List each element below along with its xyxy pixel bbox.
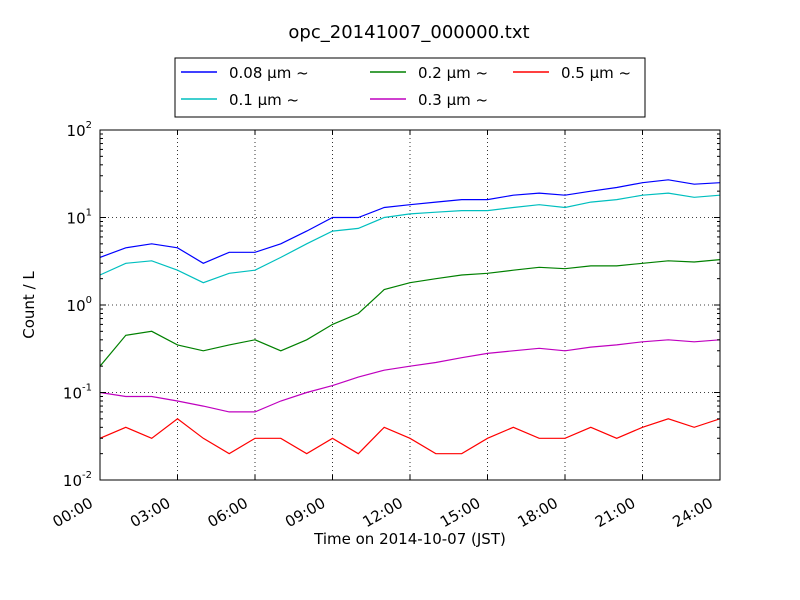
x-tick-label: 24:00 (670, 494, 716, 531)
x-axis-label: Time on 2014-10-07 (JST) (313, 530, 506, 548)
legend-box (174, 57, 646, 118)
series-line-3 (100, 339, 720, 413)
x-tick-label: 00:00 (50, 494, 96, 531)
y-tick-label: 101 (67, 208, 92, 228)
x-tick-label: 09:00 (282, 494, 328, 531)
legend-label-2: 0.2 μm ~ (418, 64, 488, 82)
series-line-1 (100, 192, 720, 284)
chart-title: opc_20141007_000000.txt (288, 22, 529, 43)
series-line-0 (100, 179, 720, 264)
series-layer (100, 179, 720, 455)
y-tick-label: 102 (67, 120, 92, 140)
y-axis-label: Count / L (20, 271, 38, 339)
legend-label-3: 0.3 μm ~ (418, 91, 488, 109)
plot-area: 00:00 03:00 06:00 09:00 12:00 15:00 18:00 21:00… (50, 120, 721, 531)
series-line-2 (100, 259, 720, 367)
x-tick-label: 21:00 (592, 494, 638, 531)
legend-label-0: 0.08 μm ~ (229, 64, 309, 82)
legend-label-4: 0.5 μm ~ (561, 64, 631, 82)
legend-label-1: 0.1 μm ~ (229, 91, 299, 109)
y-tick-label: 100 (67, 295, 92, 315)
y-axis-ticks: 10-2 10-1 100 101 102 (63, 120, 720, 490)
x-tick-label: 18:00 (515, 494, 561, 531)
gridlines (100, 130, 720, 480)
x-tick-label: 03:00 (127, 494, 173, 531)
series-line-4 (100, 418, 720, 455)
y-tick-label: 10-1 (63, 383, 92, 403)
y-tick-label: 10-2 (63, 470, 92, 490)
x-tick-label: 12:00 (360, 494, 406, 531)
legend: 0.08 μm ~ 0.1 μm ~ 0.2 μm ~ 0.3 μm ~ 0.5 μm … (174, 57, 646, 118)
x-tick-label: 15:00 (437, 494, 483, 531)
x-tick-label: 06:00 (205, 494, 251, 531)
